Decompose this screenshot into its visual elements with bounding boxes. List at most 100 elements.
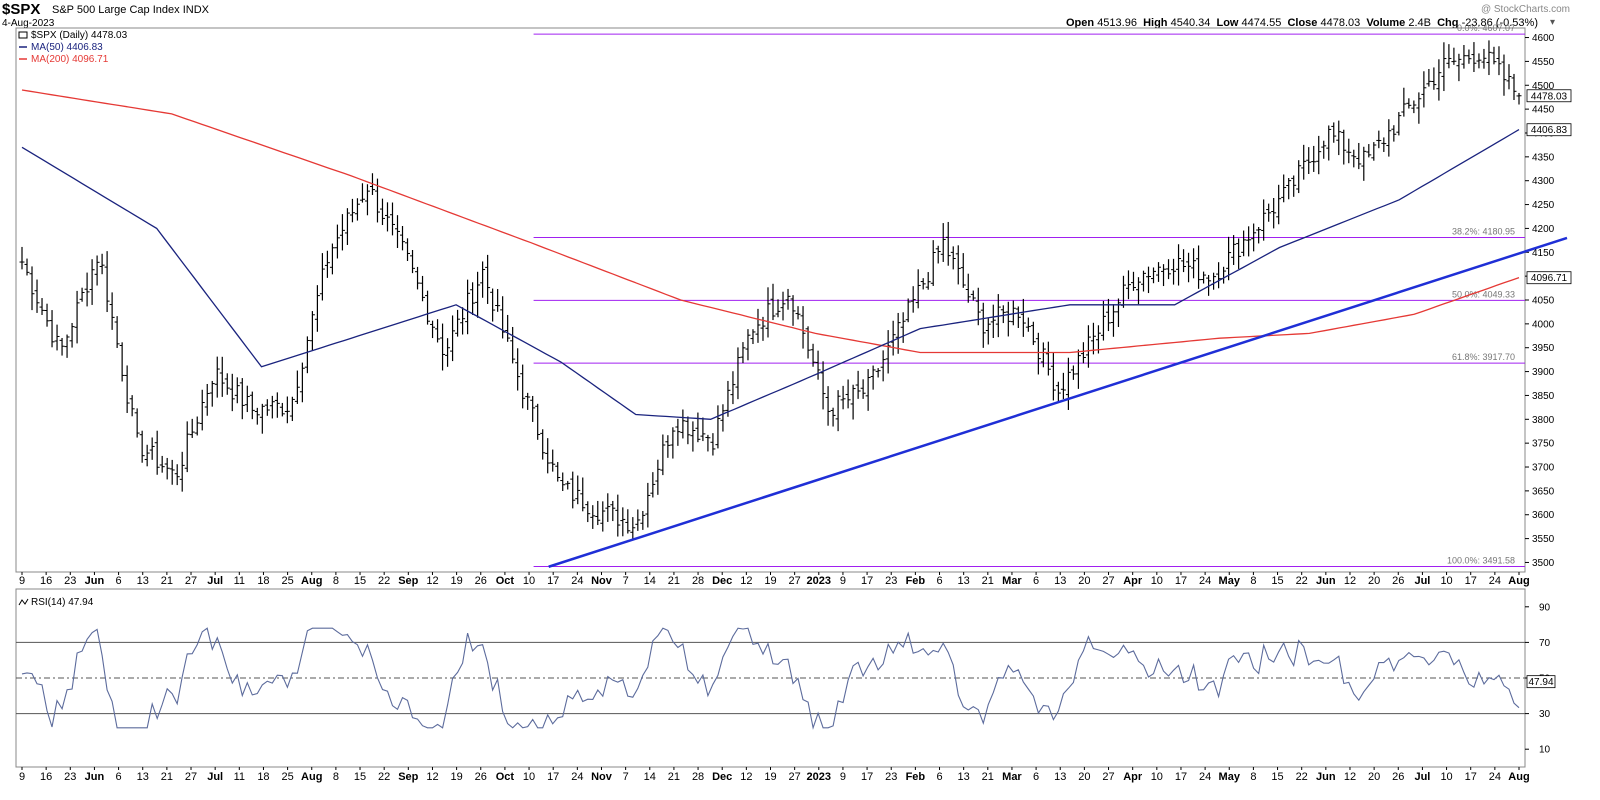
price-y-tick-label: 3650 [1532, 486, 1555, 497]
price-x-tick-label: 17 [547, 575, 559, 587]
price-legend-label: $SPX (Daily) 4478.03 [31, 30, 128, 41]
price-x-tick-label: Jun [1316, 575, 1336, 587]
price-x-tick-label: Jul [207, 575, 223, 587]
rsi-frame [15, 588, 1526, 768]
price-x-tick-label: 6 [936, 575, 942, 587]
price-y-tick-label: 3600 [1532, 510, 1555, 521]
price-x-tick-label: 21 [668, 575, 680, 587]
price-y-tick-label: 4500 [1532, 81, 1555, 92]
rsi-x-tick-label: 19 [764, 771, 776, 783]
fib-label: 0.0%: 4607.07 [1457, 23, 1515, 33]
rsi-x-tick-label: 27 [185, 771, 197, 783]
rsi-x-tick-label: 25 [281, 771, 293, 783]
rsi-x-tick-label: 17 [1465, 771, 1477, 783]
rsi-y-tick-label: 30 [1539, 709, 1551, 720]
open-label: Open [1066, 17, 1095, 29]
rsi-x-tick-label: 28 [692, 771, 704, 783]
rsi-x-tick-label: 26 [475, 771, 487, 783]
rsi-x-tick-label: 14 [644, 771, 656, 783]
fib-label: 38.2%: 4180.95 [1452, 227, 1515, 237]
chg-value: -23.86 (-0.53%) [1461, 17, 1538, 29]
price-y-tick-label: 3700 [1532, 463, 1555, 474]
last-ma200-box [1526, 271, 1572, 285]
price-x-tick-label: 24 [1199, 575, 1211, 587]
price-x-tick-label: 2023 [807, 575, 831, 587]
quote-summary: Open 4513.96 High 4540.34 Low 4474.55 Cl… [1066, 17, 1538, 29]
rsi-x-tick-label: 22 [378, 771, 390, 783]
rsi-legend-swatch [18, 598, 29, 606]
fib-label: 61.8%: 3917.70 [1452, 352, 1515, 362]
chg-label: Chg [1437, 17, 1459, 29]
price-y-tick-label: 3900 [1532, 367, 1555, 378]
price-x-tick-label: 27 [1102, 575, 1114, 587]
rsi-x-tick-label: May [1219, 771, 1241, 783]
rsi-x-tick-label: 23 [885, 771, 897, 783]
price-x-tick-label: 13 [958, 575, 970, 587]
price-x-tick-label: Mar [1002, 575, 1022, 587]
price-y-tick-label: 4000 [1532, 319, 1555, 330]
rsi-x-tick-label: 19 [450, 771, 462, 783]
price-x-tick-label: 28 [692, 575, 704, 587]
index-name: S&P 500 Large Cap Index INDX [52, 4, 209, 16]
rsi-x-tick-label: 24 [1489, 771, 1501, 783]
price-x-tick-label: 27 [789, 575, 801, 587]
rsi-x-tick-label: Apr [1123, 771, 1143, 783]
rsi-x-tick-label: 21 [161, 771, 173, 783]
close-value: 4478.03 [1320, 17, 1361, 29]
rsi-x-tick-label: 20 [1078, 771, 1090, 783]
price-x-tick-label: 22 [1296, 575, 1308, 587]
chart-date: 4-Aug-2023 [2, 18, 55, 29]
open-value: 4513.96 [1097, 17, 1137, 29]
rsi-x-tick-label: Jul [207, 771, 223, 783]
rsi-x-tick-label: 26 [1392, 771, 1404, 783]
last-price-box [1526, 89, 1572, 103]
rsi-x-tick-label: 15 [1271, 771, 1283, 783]
ma200-line [21, 89, 1520, 354]
price-x-tick-label: Apr [1123, 575, 1143, 587]
price-x-tick-label: 27 [185, 575, 197, 587]
price-y-tick-label: 4300 [1532, 176, 1555, 187]
ohlc-bars [19, 40, 1522, 540]
low-value: 4474.55 [1241, 17, 1282, 29]
rsi-x-tick-label: Dec [712, 771, 732, 783]
price-x-tick-label: 8 [333, 575, 339, 587]
price-x-tick-label: 17 [1465, 575, 1477, 587]
high-value: 4540.34 [1170, 17, 1211, 29]
price-x-tick-label: 26 [1392, 575, 1404, 587]
close-label: Close [1287, 17, 1318, 29]
chevron-down-icon[interactable]: ▾ [1549, 17, 1555, 28]
price-x-tick-label: Jun [85, 575, 105, 587]
price-x-tick-label: 26 [475, 575, 487, 587]
rsi-y-tick-label: 10 [1539, 745, 1551, 756]
rsi-x-tick-label: 10 [1440, 771, 1452, 783]
rsi-x-tick-label: 22 [1296, 771, 1308, 783]
price-panel: 3500 3550 3600 3650 3700 3750 3800 3850 3900 3950… [15, 23, 1572, 587]
price-x-tick-label: 13 [1054, 575, 1066, 587]
rsi-x-tick-label: 13 [137, 771, 149, 783]
price-x-tick-label: Oct [496, 575, 515, 587]
rsi-x-tick-label: 8 [1250, 771, 1256, 783]
price-x-tick-label: 10 [1440, 575, 1452, 587]
price-x-tick-label: Sep [398, 575, 418, 587]
rsi-x-tick-label: Jul [1414, 771, 1430, 783]
price-y-tick-label: 4050 [1532, 296, 1555, 307]
price-x-tick-label: 16 [40, 575, 52, 587]
rsi-x-tick-label: 12 [426, 771, 438, 783]
price-y-tick-label: 3800 [1532, 415, 1555, 426]
price-x-tick-label: Aug [301, 575, 322, 587]
rsi-x-tick-label: 2023 [807, 771, 831, 783]
price-x-tick-label: 17 [1175, 575, 1187, 587]
last-ma50-text: 4406.83 [1531, 125, 1568, 136]
price-x-tick-label: 21 [161, 575, 173, 587]
price-x-tick-label: 20 [1078, 575, 1090, 587]
price-x-tick-label: 24 [1489, 575, 1501, 587]
rsi-x-tick-label: Oct [496, 771, 515, 783]
volume-value: 2.4B [1408, 17, 1431, 29]
rsi-x-tick-label: 18 [257, 771, 269, 783]
rsi-x-tick-label: 27 [789, 771, 801, 783]
rsi-x-tick-label: 21 [982, 771, 994, 783]
price-x-tick-label: May [1219, 575, 1241, 587]
rsi-x-tick-label: 23 [64, 771, 76, 783]
price-y-tick-label: 3850 [1532, 391, 1555, 402]
